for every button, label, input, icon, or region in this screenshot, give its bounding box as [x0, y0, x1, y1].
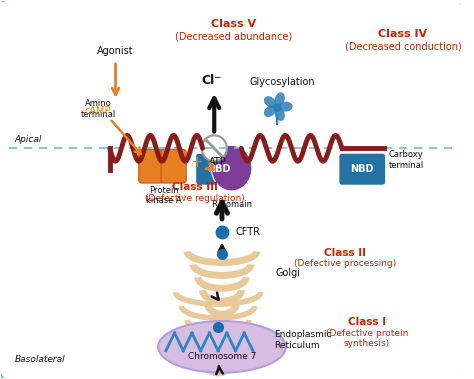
Ellipse shape: [279, 102, 292, 111]
FancyBboxPatch shape: [161, 149, 186, 183]
Text: cAMP: cAMP: [85, 106, 111, 116]
Text: Endoplasmic
Reticulum: Endoplasmic Reticulum: [274, 330, 332, 349]
Ellipse shape: [275, 107, 285, 121]
Ellipse shape: [275, 92, 285, 106]
Text: (Defective regulation): (Defective regulation): [145, 194, 245, 203]
Text: Protein
kinase A: Protein kinase A: [146, 186, 182, 205]
Ellipse shape: [264, 106, 276, 117]
Text: R domain: R domain: [212, 200, 252, 209]
Text: Class II: Class II: [324, 247, 366, 258]
Text: Basolateral: Basolateral: [15, 355, 65, 364]
Text: (Decreased conduction): (Decreased conduction): [345, 41, 461, 51]
Text: NBD: NBD: [207, 164, 231, 174]
Text: Chromosome 7: Chromosome 7: [188, 352, 256, 361]
Text: Glycosylation: Glycosylation: [249, 77, 315, 87]
Text: (Defective protein
synthesis): (Defective protein synthesis): [326, 329, 408, 348]
Text: Carboxy
terminal: Carboxy terminal: [388, 150, 424, 170]
Text: Agonist: Agonist: [97, 46, 134, 56]
Ellipse shape: [264, 96, 276, 108]
FancyBboxPatch shape: [339, 153, 385, 185]
Text: Class IV: Class IV: [378, 29, 428, 39]
FancyBboxPatch shape: [139, 149, 164, 183]
Text: +: +: [191, 155, 203, 170]
Text: (Decreased abundance): (Decreased abundance): [175, 31, 292, 41]
Ellipse shape: [158, 321, 286, 373]
Text: Golgi: Golgi: [275, 268, 300, 279]
Text: (Defective processing): (Defective processing): [294, 260, 396, 268]
Text: Cl⁻: Cl⁻: [201, 74, 221, 87]
Text: Class V: Class V: [211, 19, 256, 29]
Text: CFTR: CFTR: [236, 227, 261, 237]
Text: NBD: NBD: [350, 164, 374, 174]
Text: ATP: ATP: [210, 157, 227, 167]
FancyBboxPatch shape: [196, 153, 242, 185]
Text: Class III: Class III: [172, 182, 218, 192]
Text: Class I: Class I: [348, 317, 386, 327]
Circle shape: [201, 135, 227, 161]
Ellipse shape: [211, 145, 252, 191]
Text: Apical: Apical: [15, 135, 42, 144]
Text: Amino
terminal: Amino terminal: [81, 99, 116, 119]
